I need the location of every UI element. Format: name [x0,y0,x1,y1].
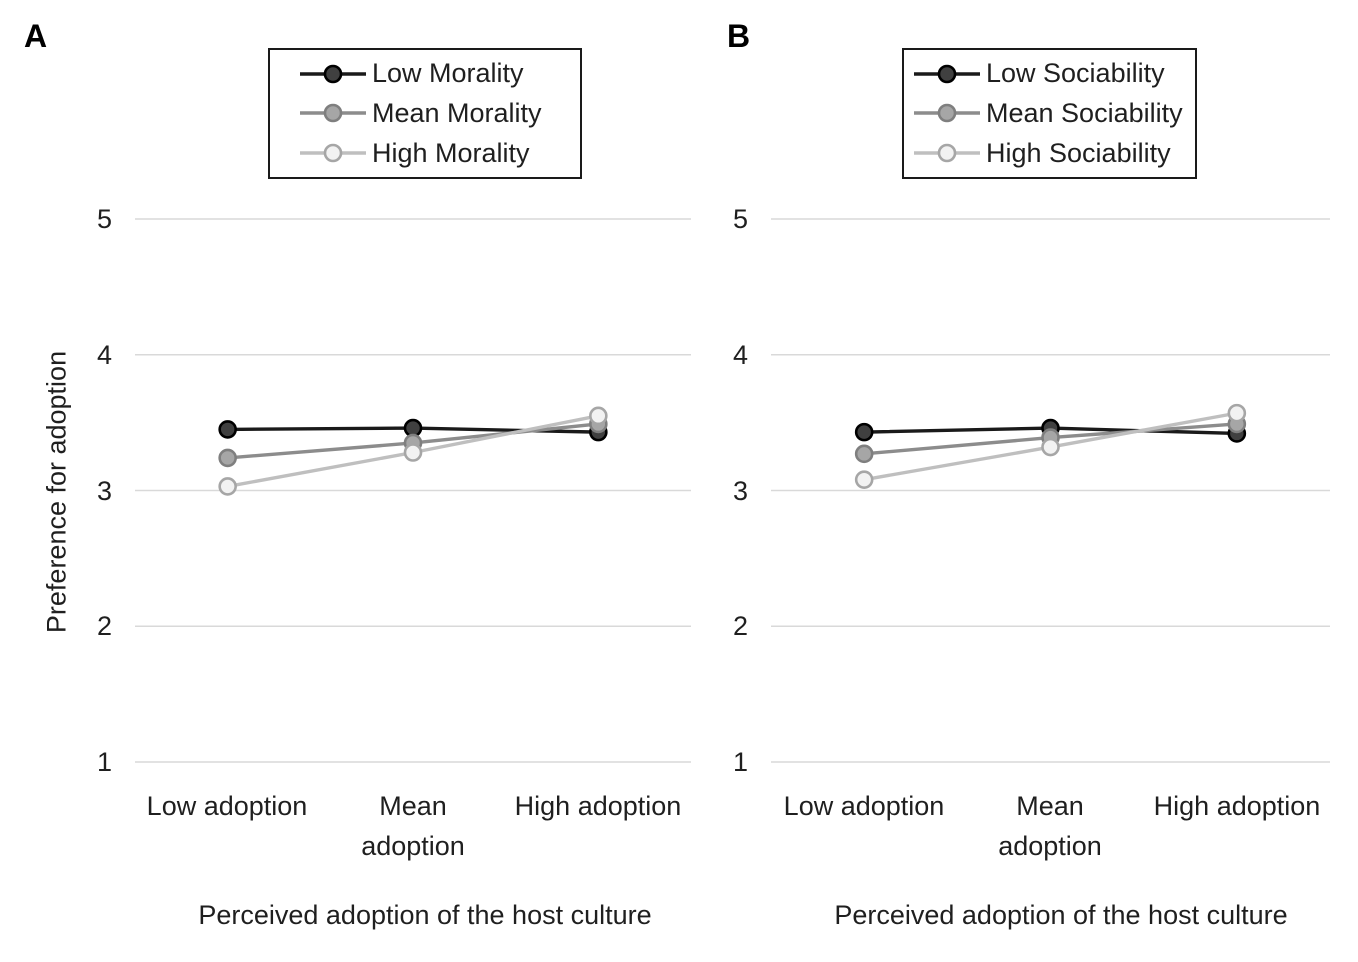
y-tick-label: 5 [732,204,748,234]
legend-label: Mean Sociability [986,97,1183,128]
legend-label: Mean Morality [372,97,542,128]
legend-label: High Sociability [986,137,1171,168]
data-point-marker [854,444,874,464]
y-tick-label: 3 [96,475,112,506]
panel-b-plot-area [771,218,1330,763]
line-marker-icon [914,140,980,166]
legend-item-mean-morality: Mean Morality [300,98,580,129]
legend-item-mean-sociability: Mean Sociability [914,98,1195,129]
legend-item-low-sociability: Low Sociability [914,58,1195,89]
panel-b-x-tick-mean: Mean adoption [998,791,1102,861]
y-tick-label: 2 [732,611,748,642]
data-point-marker [218,477,237,496]
panel-a-letter: A [24,18,48,54]
y-tick-label: 4 [96,339,112,370]
y-tick-label: 2 [96,611,112,642]
line-marker-icon [914,100,980,126]
panel-b-legend: Low Sociability Mean Sociability High So… [902,48,1197,179]
panel-b-letter: B [727,18,751,54]
panel-b-x-tick-low: Low adoption [783,791,945,821]
panel-a-x-axis-title: Perceived adoption of the host culture [198,900,652,930]
y-tick-label: 1 [96,747,112,777]
panel-a-x-tick-high: High adoption [514,791,682,821]
y-tick-label: 5 [96,204,112,234]
panel-a-x-tick-mean: Mean adoption [361,791,465,861]
legend-item-high-sociability: High Sociability [914,138,1195,169]
legend-label: High Morality [372,137,530,168]
legend-item-low-morality: Low Morality [300,58,580,89]
legend-label: Low Sociability [986,58,1165,89]
data-point-marker [403,443,423,462]
panel-a-plot-area [135,218,691,763]
data-point-marker [218,448,237,468]
panel-b-x-tick-high: High adoption [1153,791,1321,821]
line-marker-icon [300,100,366,126]
line-marker-icon [914,61,980,87]
legend-label: Low Morality [372,58,524,89]
data-point-marker [1227,403,1247,423]
legend-item-high-morality: High Morality [300,138,580,169]
data-point-marker [403,418,423,438]
line-marker-icon [300,61,366,87]
data-point-marker [589,406,608,426]
data-point-marker [854,470,874,489]
y-tick-label: 1 [732,747,748,777]
y-tick-label: 4 [732,339,748,370]
y-tick-label: 3 [732,475,748,506]
data-point-marker [854,422,874,442]
panel-a-legend: Low Morality Mean Morality High Morality [268,48,582,179]
line-marker-icon [300,140,366,166]
data-point-marker [1041,437,1060,457]
panel-a-x-tick-low: Low adoption [146,791,308,821]
panel-b-x-axis-title: Perceived adoption of the host culture [834,900,1288,930]
data-point-marker [218,420,237,439]
